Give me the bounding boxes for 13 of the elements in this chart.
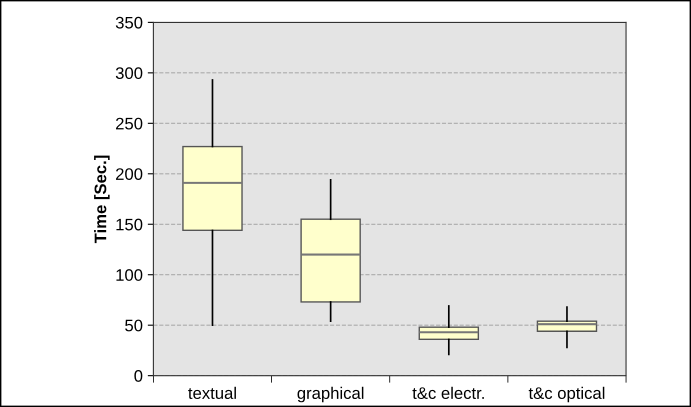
- y-tick-label: 150: [116, 218, 142, 230]
- y-axis-title: Time [Sec.]: [94, 156, 110, 244]
- y-tick-label: 350: [116, 16, 142, 29]
- y-tick-label: 0: [134, 370, 142, 382]
- x-tick-label: t&c electr.: [412, 386, 484, 400]
- x-tick-label: textual: [188, 386, 236, 400]
- y-tick-label: 100: [116, 269, 142, 281]
- y-tick-label: 300: [116, 67, 142, 80]
- x-tick-label: graphical: [298, 386, 364, 402]
- y-tick-label: 250: [116, 118, 142, 130]
- y-tick-label: 200: [116, 168, 142, 180]
- y-tick-label: 50: [125, 320, 142, 332]
- x-tick-label: t&c optical: [528, 386, 604, 402]
